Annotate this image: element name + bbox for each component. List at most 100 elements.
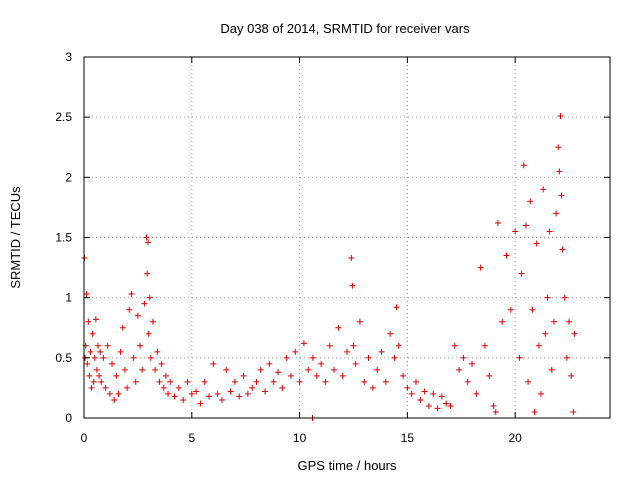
data-point — [156, 378, 163, 385]
data-point — [115, 390, 122, 397]
data-point — [270, 378, 277, 385]
data-point — [570, 408, 577, 415]
data-point — [339, 372, 346, 379]
data-point — [160, 384, 167, 391]
data-point — [154, 348, 161, 355]
data-point — [93, 366, 100, 373]
data-points — [81, 112, 578, 421]
data-point — [529, 306, 536, 313]
data-point — [149, 318, 156, 325]
data-point — [244, 390, 251, 397]
data-point — [492, 408, 499, 415]
data-point — [490, 402, 497, 409]
data-point — [100, 354, 107, 361]
data-point — [430, 390, 437, 397]
data-point — [91, 354, 98, 361]
data-point — [85, 318, 92, 325]
data-point — [522, 222, 529, 229]
data-point — [486, 372, 493, 379]
data-point — [557, 112, 564, 119]
data-point — [556, 168, 563, 175]
data-point — [568, 372, 575, 379]
chart-title: Day 038 of 2014, SRMTID for receiver var… — [220, 21, 470, 36]
data-point — [162, 372, 169, 379]
data-point — [395, 342, 402, 349]
data-point — [550, 318, 557, 325]
data-point — [98, 378, 105, 385]
data-point — [180, 396, 187, 403]
data-point — [206, 393, 213, 400]
data-point — [365, 354, 372, 361]
data-point — [126, 306, 133, 313]
data-point — [201, 378, 208, 385]
data-point — [563, 354, 570, 361]
data-point — [141, 300, 148, 307]
data-point — [111, 396, 118, 403]
data-point — [393, 304, 400, 311]
data-point — [349, 282, 356, 289]
data-point — [391, 354, 398, 361]
y-tick-label: 0 — [65, 411, 72, 425]
data-point — [109, 360, 116, 367]
data-point — [146, 294, 153, 301]
data-point — [538, 390, 545, 397]
data-point — [113, 372, 120, 379]
data-point — [378, 348, 385, 355]
data-point — [121, 366, 128, 373]
data-point — [83, 291, 90, 298]
data-point — [147, 354, 154, 361]
data-point — [356, 318, 363, 325]
data-point — [451, 342, 458, 349]
data-point — [262, 388, 269, 395]
data-point — [404, 384, 411, 391]
data-point — [374, 366, 381, 373]
data-point — [546, 228, 553, 235]
data-point — [571, 330, 578, 337]
data-point — [132, 378, 139, 385]
data-point — [313, 372, 320, 379]
data-point — [152, 366, 159, 373]
data-point — [88, 384, 95, 391]
data-point — [382, 378, 389, 385]
data-point — [296, 378, 303, 385]
data-point — [516, 354, 523, 361]
x-tick-label: 10 — [293, 431, 307, 445]
y-tick-label: 1.5 — [55, 231, 72, 245]
data-point — [92, 316, 99, 323]
data-point — [456, 366, 463, 373]
data-point — [473, 390, 480, 397]
data-point — [352, 360, 359, 367]
data-point — [253, 378, 260, 385]
data-point — [421, 388, 428, 395]
data-point — [527, 198, 534, 205]
data-point — [292, 348, 299, 355]
data-point — [214, 390, 221, 397]
data-point — [520, 162, 527, 169]
data-point — [145, 330, 152, 337]
data-point — [124, 384, 131, 391]
data-point — [535, 342, 542, 349]
data-point — [558, 192, 565, 199]
axis-ticks: 0 5 10 15 20 0 0.5 1 1.5 2 2.5 3 — [55, 50, 610, 445]
data-point — [279, 384, 286, 391]
data-point — [223, 366, 230, 373]
data-point — [309, 354, 316, 361]
data-point — [240, 372, 247, 379]
data-point — [287, 372, 294, 379]
data-point — [400, 372, 407, 379]
data-point — [145, 239, 152, 246]
data-point — [171, 393, 178, 400]
data-point — [494, 220, 501, 227]
data-point — [87, 348, 94, 355]
data-point — [102, 384, 109, 391]
data-point — [326, 342, 333, 349]
data-point — [119, 324, 126, 331]
data-point — [130, 354, 137, 361]
data-point — [104, 342, 111, 349]
y-tick-label: 3 — [65, 50, 72, 64]
y-axis-label: SRMTID / TECUs — [8, 186, 23, 289]
data-point — [165, 390, 172, 397]
data-point — [438, 393, 445, 400]
data-point — [469, 360, 476, 367]
